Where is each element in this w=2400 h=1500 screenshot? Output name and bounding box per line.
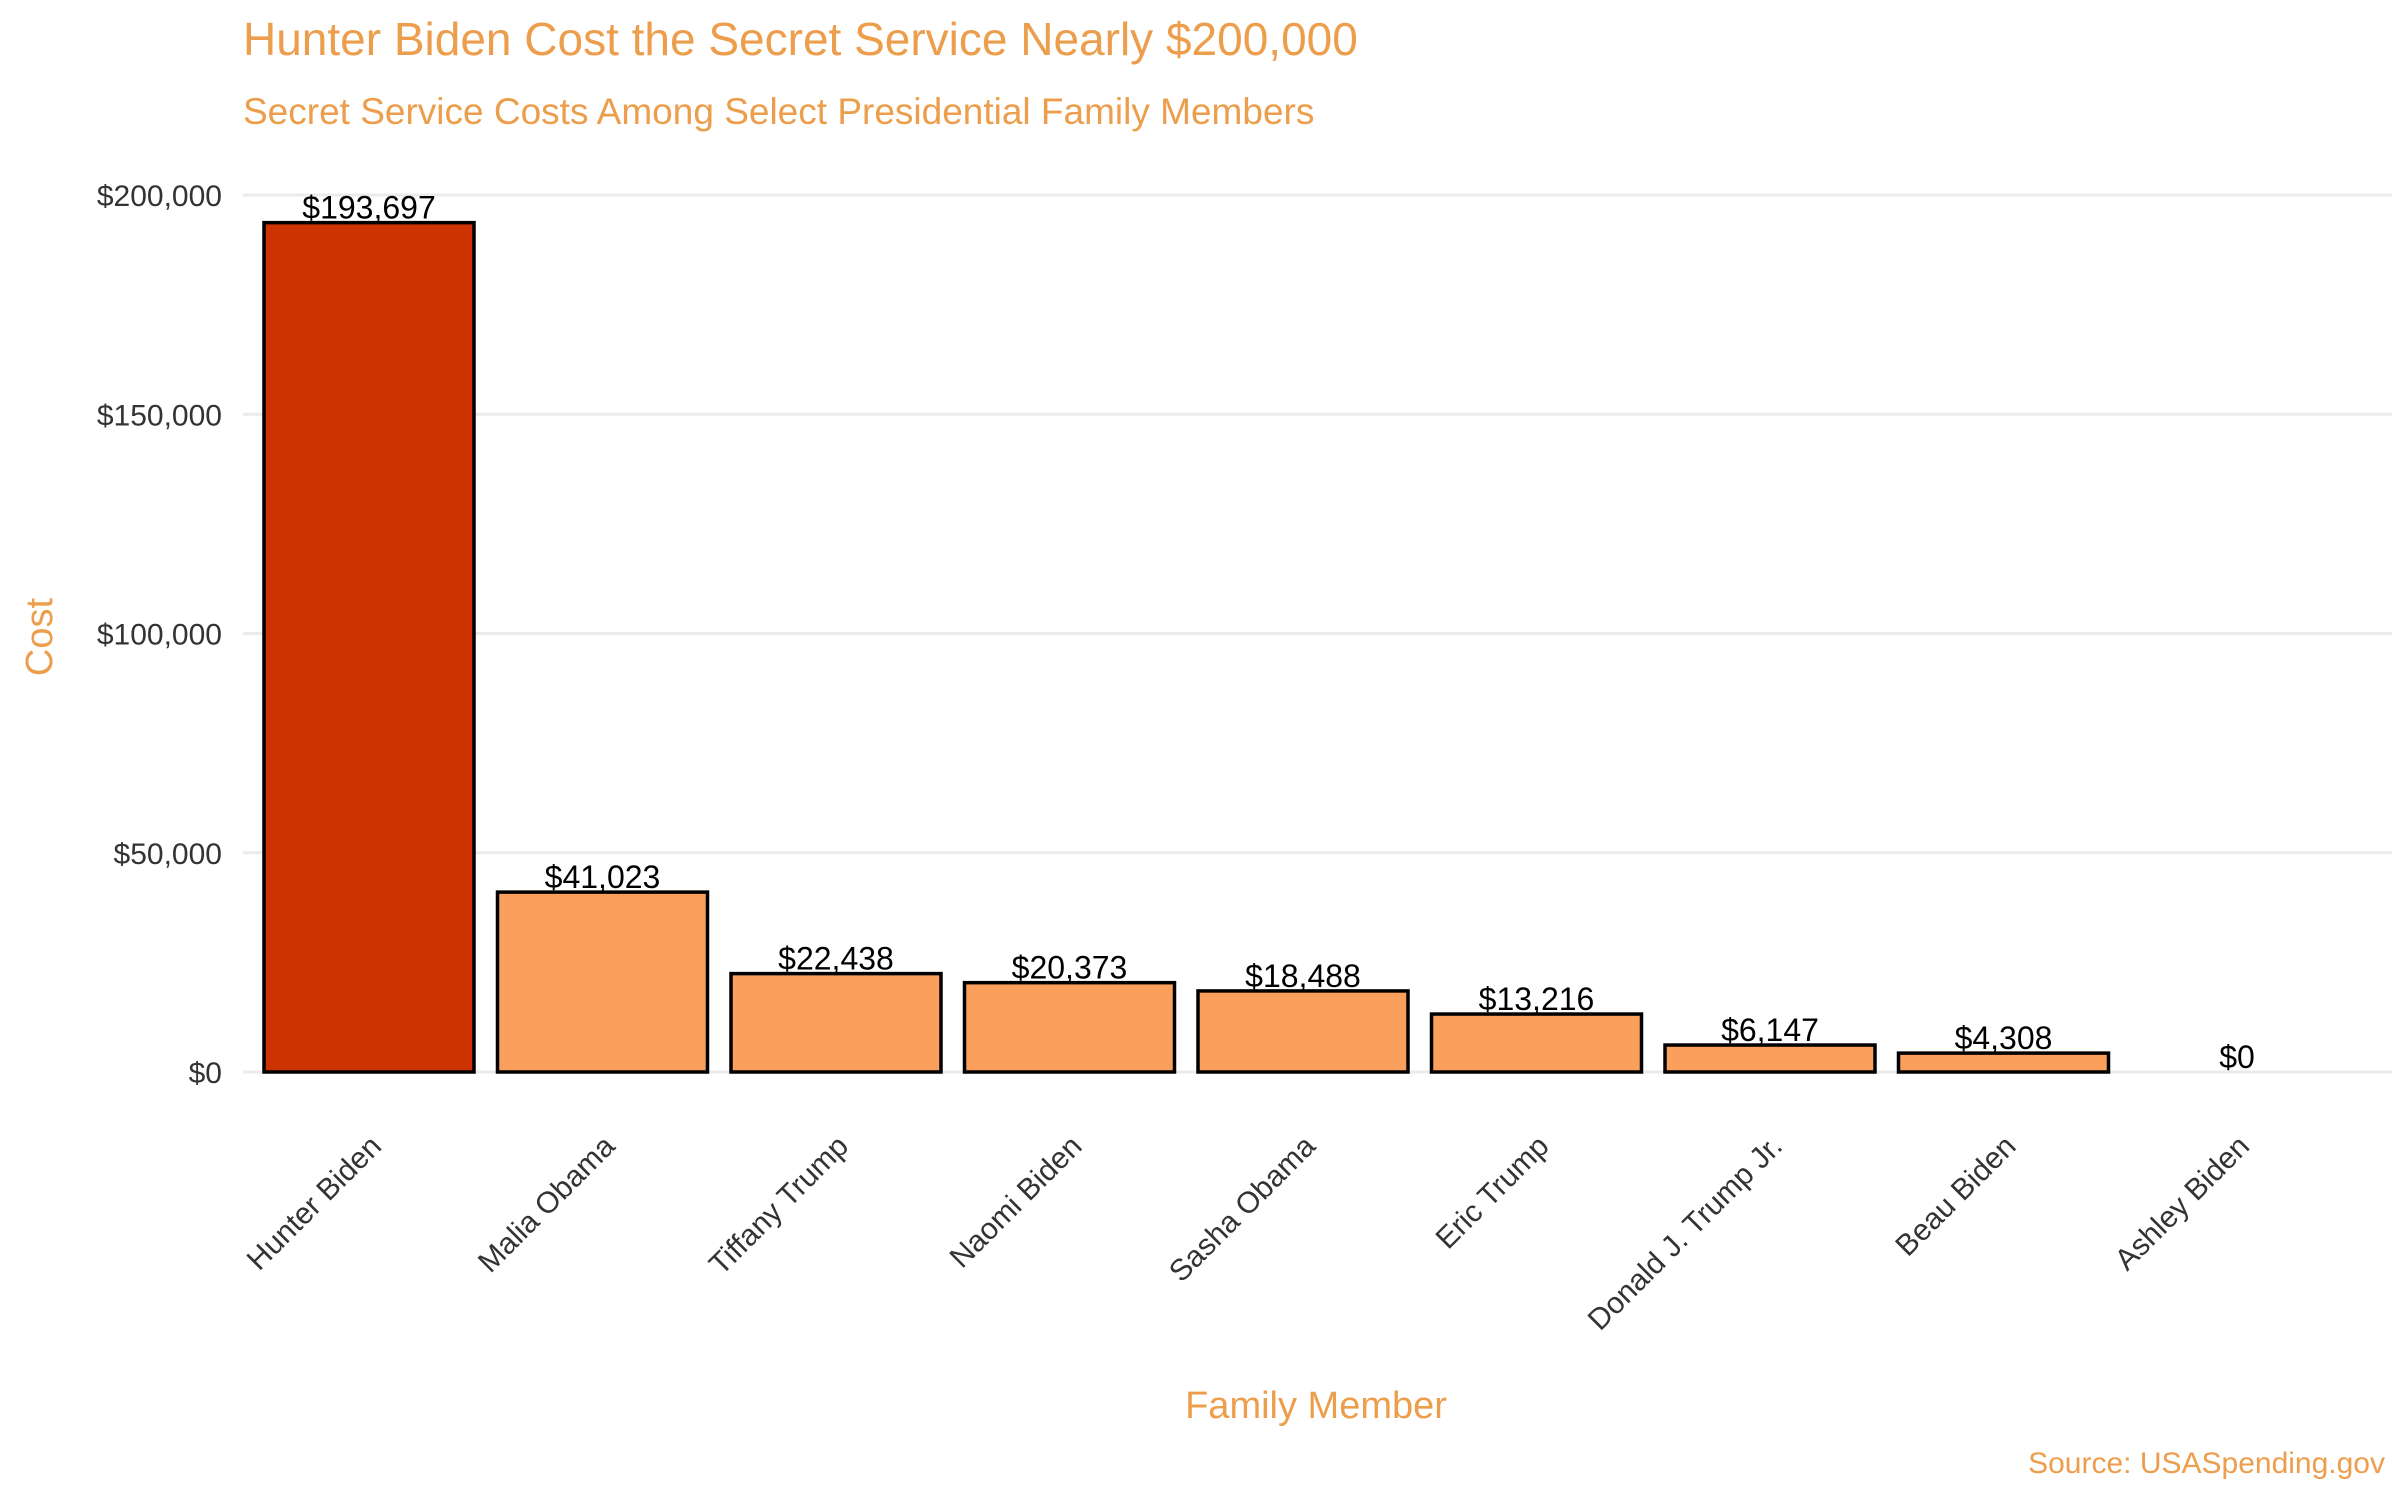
chart-subtitle: Secret Service Costs Among Select Presid…: [243, 91, 1314, 132]
y-axis-ticks: $0 $50,000 $100,000 $150,000 $200,000: [97, 180, 222, 1090]
bar-value-label: $0: [2219, 1039, 2255, 1075]
bar-value-label: $41,023: [545, 859, 661, 895]
bar-donald-j-trump-jr: [1663, 1043, 1877, 1074]
bar-hunter-biden: [262, 220, 476, 1074]
x-axis-title: Family Member: [1185, 1385, 1447, 1427]
bar-beau-biden: [1896, 1051, 2111, 1074]
bars: [262, 220, 2111, 1074]
x-tick-label: Tiffany Trump: [703, 1130, 855, 1282]
x-tick-label: Eric Trump: [1430, 1130, 1556, 1256]
y-tick-label: $100,000: [97, 619, 222, 652]
bar-value-label: $18,488: [1245, 958, 1361, 994]
bar-eric-trump: [1429, 1012, 1644, 1074]
y-axis-title: Cost: [19, 597, 61, 676]
y-tick-label: $150,000: [97, 399, 222, 432]
x-tick-label: Donald J. Trump Jr.: [1582, 1130, 1789, 1337]
bar-value-labels: $193,697 $41,023 $22,438 $20,373 $18,488 $13,…: [302, 190, 2255, 1075]
bar-tiffany-trump: [729, 971, 943, 1074]
bar-malia-obama: [495, 890, 710, 1074]
bar-value-label: $22,438: [778, 941, 894, 977]
x-tick-label: Malia Obama: [472, 1129, 622, 1279]
chart-caption: Source: USASpending.gov: [2028, 1447, 2385, 1480]
x-tick-label: Naomi Biden: [944, 1130, 1089, 1275]
bar-value-label: $13,216: [1479, 981, 1595, 1017]
bar-naomi-biden: [962, 980, 1177, 1074]
bar-value-label: $193,697: [302, 190, 435, 226]
x-tick-label: Sasha Obama: [1163, 1129, 1322, 1288]
x-tick-label: Hunter Biden: [241, 1130, 388, 1277]
bar-sasha-obama: [1196, 989, 1410, 1074]
bar-value-label: $20,373: [1012, 950, 1128, 986]
x-tick-label: Ashley Biden: [2109, 1130, 2256, 1277]
bar-value-label: $6,147: [1721, 1012, 1819, 1048]
y-tick-label: $200,000: [97, 180, 222, 213]
chart-title: Hunter Biden Cost the Secret Service Nea…: [243, 13, 1358, 65]
y-tick-label: $0: [189, 1057, 222, 1090]
x-axis-ticks: Hunter Biden Malia Obama Tiffany Trump Naom…: [241, 1129, 2256, 1336]
bar-value-label: $4,308: [1955, 1020, 2053, 1056]
y-tick-label: $50,000: [114, 838, 222, 871]
x-tick-label: Beau Biden: [1889, 1130, 2022, 1263]
